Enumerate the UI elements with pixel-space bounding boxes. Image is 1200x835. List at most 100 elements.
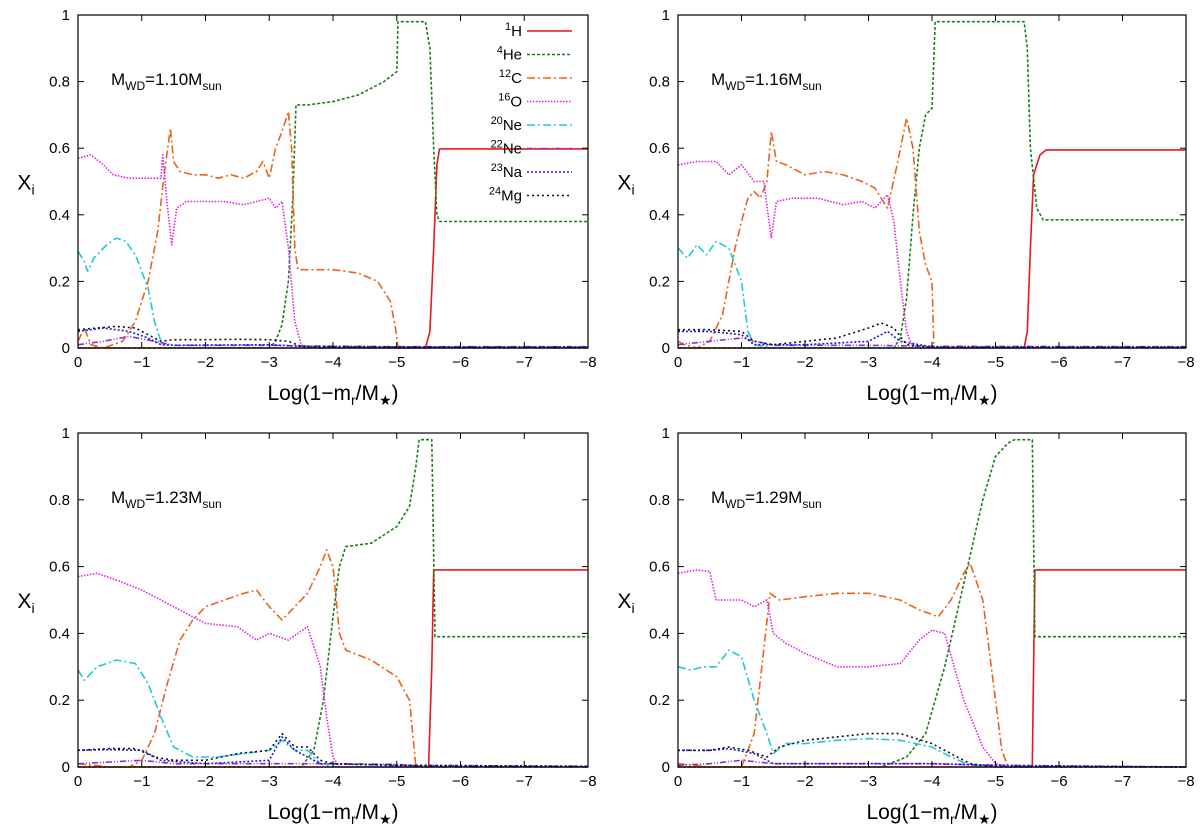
x-tick-label: −8: [1177, 773, 1194, 790]
legend-label: 12C: [499, 68, 522, 87]
series-line-12c: [78, 110, 588, 349]
legend-label: 16O: [498, 92, 522, 111]
y-tick-label: 1: [662, 425, 670, 442]
series-line-s0: [678, 569, 1186, 768]
legend-label: 23Na: [491, 162, 523, 181]
series-line-20ne: [678, 649, 1186, 768]
x-tick-label: −6: [1050, 354, 1067, 371]
y-tick-label: 1: [62, 425, 70, 442]
x-tick-label: 0: [74, 354, 82, 371]
y-tick-label: 0.4: [49, 625, 70, 642]
series-line-12c: [678, 117, 1186, 349]
x-tick-label: 0: [674, 773, 682, 790]
y-tick-label: 0.2: [649, 273, 670, 290]
x-axis-label: Log(1−mr/M★): [866, 801, 997, 827]
x-tick-label: −4: [923, 773, 940, 790]
x-tick-label: −7: [516, 773, 533, 790]
series-line-4he: [78, 20, 588, 349]
x-tick-label: −8: [1177, 354, 1194, 371]
y-tick-label: 0: [62, 759, 70, 776]
y-tick-label: 0.8: [49, 74, 70, 91]
plot-frame: [77, 432, 589, 768]
x-tick-label: −8: [579, 354, 596, 371]
x-tick-label: −2: [197, 773, 214, 790]
series-line-24mg: [678, 732, 1186, 768]
y-axis-label: Xi: [17, 172, 34, 198]
series-line-s0: [678, 149, 1186, 349]
x-tick-label: −1: [133, 773, 150, 790]
panel-label: MWD=1.10Msun: [111, 70, 222, 93]
series-line-12c: [78, 549, 588, 768]
legend-label: 22Ne: [491, 139, 522, 158]
y-tick-label: 0: [662, 759, 670, 776]
x-tick-label: −4: [923, 354, 940, 371]
series-line-s1: [78, 438, 588, 768]
chart-panel-3: 0 −1 −2 −3 −4 −5 −6 −7 −8 0 0.2 0.4 0.6 0.8 1 Log(1−mr/…: [17, 425, 596, 827]
x-tick-label: −2: [197, 354, 214, 371]
x-tick-label: −1: [133, 354, 150, 371]
x-tick-label: −5: [987, 773, 1004, 790]
legend-label: 24Mg: [489, 186, 522, 205]
y-tick-label: 0.2: [49, 273, 70, 290]
x-tick-label: −7: [1114, 354, 1131, 371]
series-line-16o: [78, 154, 588, 349]
y-tick-label: 0.2: [649, 692, 670, 709]
x-tick-label: −8: [579, 773, 596, 790]
x-tick-label: −7: [1114, 773, 1131, 790]
x-axis-label: Log(1−mr/M★): [866, 382, 997, 408]
y-tick-label: 0.4: [649, 625, 670, 642]
y-tick-label: 0.4: [49, 207, 70, 224]
x-tick-label: −2: [796, 773, 813, 790]
series-line-s1: [678, 20, 1186, 349]
y-tick-label: 0.8: [49, 492, 70, 509]
x-tick-label: −5: [388, 773, 405, 790]
series-group: [78, 20, 588, 349]
series-line-s1: [678, 438, 1186, 768]
series-line-20ne: [78, 237, 588, 349]
y-tick-label: 0.8: [649, 492, 670, 509]
x-tick-label: −2: [796, 354, 813, 371]
x-tick-label: −3: [860, 354, 877, 371]
x-tick-label: −1: [733, 773, 750, 790]
series-group: [678, 438, 1186, 768]
x-axis-label: Log(1−mr/M★): [267, 801, 398, 827]
legend-label: 20Ne: [491, 115, 522, 134]
panel-label: MWD=1.29Msun: [711, 488, 822, 511]
series-line-24mg: [78, 325, 588, 349]
series-line-12c: [678, 562, 1186, 768]
series-group: [78, 438, 588, 768]
panel-label: MWD=1.16Msun: [711, 70, 822, 93]
legend-label: 4He: [497, 45, 522, 64]
y-tick-label: 0.4: [649, 207, 670, 224]
y-axis-label: Xi: [17, 590, 34, 616]
legend-label: 1H: [505, 21, 522, 40]
y-axis-label: Xi: [617, 172, 634, 198]
series-line-16o: [678, 160, 1186, 349]
chart-panel-4: 0 −1 −2 −3 −4 −5 −6 −7 −8 0 0.2 0.4 0.6 0.8 1 Log(1−mr/…: [617, 425, 1194, 827]
x-tick-label: −4: [324, 354, 341, 371]
legend: 1H 4He 12C 16O 20Ne 22Ne 23Na 24Mg: [489, 21, 572, 205]
series-line-s0: [78, 569, 588, 768]
y-tick-label: 0.6: [49, 559, 70, 576]
x-tick-label: −6: [452, 773, 469, 790]
x-tick-label: 0: [74, 773, 82, 790]
chart-panel-1: 0 −1 −2 −3 −4 −5 −6 −7 −8 0 0.2 0.4 0.6 0.8 1 Log(1−mr/…: [17, 7, 596, 408]
x-tick-label: −6: [452, 354, 469, 371]
x-tick-label: −5: [987, 354, 1004, 371]
series-line-23na: [78, 327, 588, 348]
x-tick-label: −7: [516, 354, 533, 371]
y-tick-label: 0.6: [649, 140, 670, 157]
y-tick-label: 1: [62, 7, 70, 24]
y-tick-label: 0: [662, 340, 670, 357]
x-tick-label: −6: [1050, 773, 1067, 790]
series-line-22ne: [78, 335, 588, 348]
x-axis-label: Log(1−mr/M★): [267, 382, 398, 408]
plot-frame: [677, 432, 1187, 768]
series-line-16o: [78, 572, 588, 768]
series-line-16o: [678, 569, 1186, 768]
plot-frame: [77, 14, 589, 349]
y-tick-label: 0.6: [649, 559, 670, 576]
y-tick-label: 0.6: [49, 140, 70, 157]
series-line-20ne: [78, 659, 588, 768]
